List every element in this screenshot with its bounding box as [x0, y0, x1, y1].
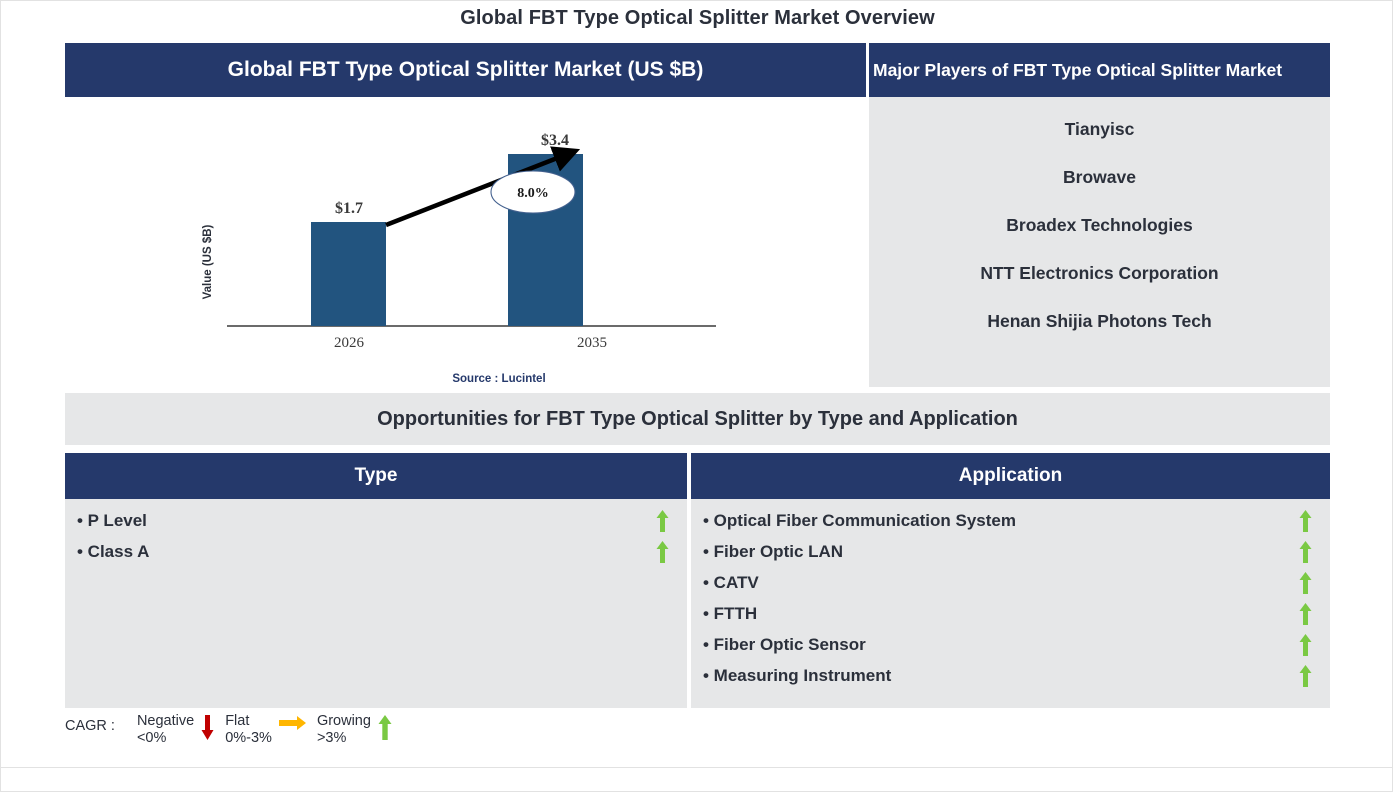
player-item: Broadex Technologies: [1006, 215, 1193, 235]
table-row: • Fiber Optic Sensor: [691, 629, 1330, 660]
arrow-down-red-icon: [201, 713, 214, 740]
table-row: • CATV: [691, 567, 1330, 598]
arrow-right-orange-icon: [278, 713, 306, 731]
major-players-panel: Tianyisc Browave Broadex Technologies NT…: [869, 97, 1330, 387]
cagr-callout-label: 8.0%: [517, 186, 549, 201]
player-item: NTT Electronics Corporation: [980, 263, 1219, 283]
type-table-body: • P Level • Class A: [65, 499, 687, 708]
arrow-up-green-icon: [1299, 633, 1312, 656]
cagr-negative-name: Negative: [136, 713, 195, 729]
bar-2026: [311, 222, 386, 326]
application-table-header: Application: [691, 453, 1330, 499]
bar-value-label-2035: $3.4: [541, 132, 569, 149]
cagr-legend-title: CAGR :: [65, 718, 115, 734]
cagr-negative-range: <0%: [136, 730, 167, 746]
arrow-up-green-icon: [1299, 571, 1312, 594]
page-title: Global FBT Type Optical Splitter Market …: [460, 7, 935, 29]
cagr-callout-ellipse: [490, 170, 576, 214]
x-tick-label-2035: 2035: [577, 335, 607, 351]
table-row: • FTTH: [691, 598, 1330, 629]
type-item-label: • P Level: [77, 510, 147, 530]
table-row: • P Level: [65, 505, 687, 536]
cagr-flat-range: 0%-3%: [225, 730, 272, 746]
cagr-growing-range: >3%: [316, 730, 347, 746]
application-item-label: • CATV: [703, 572, 759, 592]
cagr-growing-name: Growing: [316, 713, 371, 729]
arrow-up-green-icon: [1299, 664, 1312, 687]
y-axis-title: Value (US $B): [202, 224, 214, 299]
arrow-up-green-icon: [1299, 540, 1312, 563]
application-table-body: • Optical Fiber Communication System • F…: [691, 499, 1330, 708]
bar-chart-svg: Value (US $B) $1.7 $3.4 2026 2035 8.0% S…: [202, 132, 716, 385]
bar-value-label-2026: $1.7: [335, 200, 363, 217]
opportunities-band-title: Opportunities for FBT Type Optical Split…: [65, 393, 1330, 445]
application-item-label: • Fiber Optic Sensor: [703, 634, 866, 654]
x-tick-label-2026: 2026: [334, 335, 365, 351]
application-table: Application • Optical Fiber Communicatio…: [691, 453, 1330, 708]
cagr-flat-name: Flat: [225, 713, 250, 729]
application-item-label: • Fiber Optic LAN: [703, 541, 844, 561]
application-item-label: • Measuring Instrument: [703, 665, 892, 685]
cagr-legend-item-negative: Negative <0%: [137, 713, 221, 747]
chart-panel-header: Global FBT Type Optical Splitter Market …: [65, 43, 866, 97]
table-row: • Measuring Instrument: [691, 660, 1330, 691]
arrow-up-green-icon: [1299, 509, 1312, 532]
application-item-label: • FTTH: [703, 603, 758, 623]
type-table: Type • P Level • Class A: [65, 453, 687, 708]
growth-arrow: [385, 146, 581, 228]
cagr-legend: CAGR : Negative <0% Flat 0%-3%: [65, 713, 525, 759]
player-item: Henan Shijia Photons Tech: [987, 311, 1212, 331]
arrow-up-green-icon: [1299, 602, 1312, 625]
application-item-label: • Optical Fiber Communication System: [703, 510, 1016, 530]
major-players-header: Major Players of FBT Type Optical Splitt…: [869, 43, 1330, 97]
bottom-divider: [1, 767, 1392, 768]
table-row: • Optical Fiber Communication System: [691, 505, 1330, 536]
market-bar-chart: Value (US $B) $1.7 $3.4 2026 2035 8.0% S…: [65, 97, 866, 387]
cagr-legend-item-growing: Growing >3%: [317, 713, 399, 747]
player-item: Browave: [1063, 167, 1136, 187]
table-row: • Class A: [65, 536, 687, 567]
table-row: • Fiber Optic LAN: [691, 536, 1330, 567]
player-item: Tianyisc: [1064, 119, 1135, 139]
arrow-up-green-icon: [656, 540, 669, 563]
arrow-up-green-icon: [378, 713, 392, 740]
arrow-up-green-icon: [656, 509, 669, 532]
cagr-legend-item-flat: Flat 0%-3%: [225, 713, 313, 747]
type-item-label: • Class A: [77, 541, 150, 561]
type-table-header: Type: [65, 453, 687, 499]
chart-source-label: Source : Lucintel: [452, 373, 545, 385]
